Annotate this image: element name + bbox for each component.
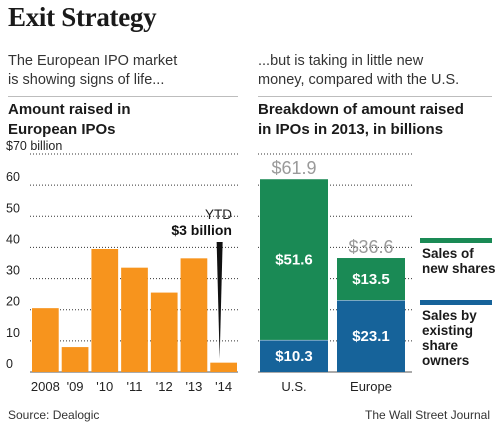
left-heading: Amount raised in European IPOs (8, 100, 131, 140)
legend-label: owners (422, 353, 469, 368)
annotation-value: $3 billion (171, 222, 232, 238)
segment-value-label: $13.5 (352, 271, 390, 288)
bar-'11 (121, 267, 148, 372)
y-tick-label: 0 (6, 357, 13, 371)
legend-label: existing (422, 323, 473, 338)
x-tick-label: '12 (156, 379, 173, 394)
annotation-ytd: YTD (205, 207, 232, 222)
x-tick-label: '10 (96, 379, 113, 394)
source-note: Source: Dealogic (8, 408, 100, 422)
left-heading-line-2: European IPOs (8, 121, 116, 138)
left-subtitle: The European IPO market is showing signs… (8, 52, 177, 90)
right-stacked-bars: $10.3 $51.6 $61.9 $23.1 $13.5 $36.6 (260, 158, 405, 372)
right-divider (258, 96, 492, 97)
bar-segment-Europe-0 (337, 300, 405, 372)
ytd-annotation: YTD$3 billion (171, 207, 232, 359)
bar-segment-U.S.-0 (260, 339, 328, 372)
bar-segment-Europe-1 (337, 258, 405, 301)
y-tick-label: $70 billion (6, 139, 62, 153)
left-heading-line-1: Amount raised in (8, 101, 131, 118)
right-x-tick-labels: U.S. Europe (281, 379, 392, 394)
right-heading-line-2: in IPOs in 2013, in billions (258, 121, 444, 138)
segment-value-label: $23.1 (352, 328, 390, 345)
annotation-pointer (216, 242, 223, 359)
legend-swatch-1 (420, 300, 492, 305)
right-heading: Breakdown of amount raised in IPOs in 20… (258, 100, 464, 140)
right-subtitle-line-1: ...but is taking in little new (258, 53, 424, 69)
segment-value-label: $51.6 (275, 252, 313, 269)
bar-segment-U.S.-1 (260, 179, 328, 340)
total-label: $36.6 (348, 237, 393, 257)
x-tick-label: '11 (127, 379, 143, 394)
left-divider (8, 96, 238, 97)
x-tick-label: '14 (215, 379, 232, 394)
left-subtitle-line-2: is showing signs of life... (8, 72, 165, 88)
y-tick-label: 60 (6, 170, 20, 184)
y-tick-label: 50 (6, 201, 20, 215)
bar-2008 (32, 308, 59, 372)
segment-value-label: $10.3 (275, 348, 313, 365)
bar-'12 (150, 292, 178, 372)
y-tick-label: 10 (6, 326, 20, 340)
x-tick-label: Europe (350, 379, 392, 394)
x-tick-label: '13 (185, 379, 202, 394)
x-tick-label: U.S. (281, 379, 306, 394)
left-y-tick-labels: $70 billion 60 50 40 30 20 10 0 (6, 139, 62, 371)
total-label: $61.9 (271, 158, 316, 178)
bar-'09 (61, 347, 89, 372)
legend-label: new shares (422, 261, 496, 276)
legend-label: share (422, 338, 459, 353)
bar-'13 (180, 258, 208, 372)
x-tick-label: '09 (67, 379, 84, 394)
legend-swatch-0 (420, 238, 492, 243)
y-tick-label: 40 (6, 232, 20, 246)
x-tick-label: 2008 (31, 379, 60, 394)
legend-label: Sales by (422, 308, 477, 323)
left-subtitle-line-1: The European IPO market (8, 53, 178, 69)
credit: The Wall Street Journal (365, 408, 490, 422)
legend-label: Sales of (422, 246, 474, 261)
y-tick-label: 30 (6, 264, 20, 278)
right-subtitle: ...but is taking in little new money, co… (258, 52, 459, 90)
chart-title: Exit Strategy (8, 2, 157, 32)
y-tick-label: 20 (6, 295, 20, 309)
left-bars (32, 248, 237, 372)
right-subtitle-line-2: money, compared with the U.S. (258, 72, 460, 88)
bar-'10 (91, 248, 119, 372)
bar-'14 (210, 362, 237, 372)
right-heading-line-1: Breakdown of amount raised (258, 101, 464, 118)
left-x-tick-labels: 2008 '09 '10 '11 '12 '13 '14 (31, 379, 232, 394)
